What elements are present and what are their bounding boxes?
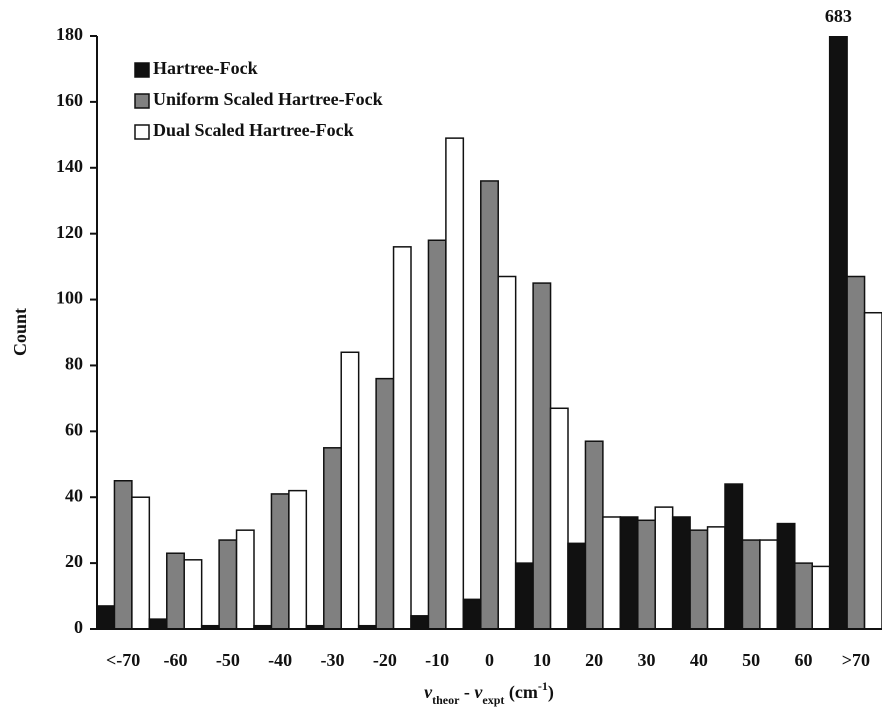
bar — [323, 447, 342, 629]
bar — [410, 615, 430, 629]
bar — [811, 565, 831, 629]
legend-label: Dual Scaled Hartree-Fock — [153, 120, 354, 140]
bar — [340, 351, 360, 629]
legend-swatch — [134, 124, 150, 140]
x-axis-label-part: theor — [432, 693, 460, 707]
y-tick-label: 60 — [65, 419, 83, 439]
bar — [392, 246, 412, 629]
bar — [148, 618, 168, 629]
x-tick-label: >70 — [842, 650, 870, 670]
bar — [846, 275, 866, 629]
bar — [776, 522, 796, 629]
x-tick-label: 30 — [638, 650, 656, 670]
y-tick-label: 100 — [56, 288, 83, 308]
bar — [637, 519, 656, 629]
bar — [863, 311, 882, 629]
y-axis-label: Count — [10, 308, 30, 356]
x-tick-label: -20 — [373, 650, 397, 670]
x-tick-label: -30 — [321, 650, 345, 670]
bar — [375, 377, 395, 629]
bar — [445, 137, 465, 629]
bar — [427, 239, 447, 629]
bar — [724, 483, 744, 629]
bar — [671, 516, 691, 629]
y-tick-label: 40 — [65, 485, 83, 505]
bar — [218, 539, 238, 629]
bar — [97, 605, 116, 629]
x-tick-label: -10 — [425, 650, 449, 670]
x-tick-label: 10 — [533, 650, 551, 670]
bar — [462, 598, 482, 629]
x-axis-label-part: - — [459, 682, 474, 702]
bar — [602, 516, 622, 629]
x-tick-label: 50 — [742, 650, 760, 670]
bar — [183, 559, 203, 629]
bar — [619, 516, 639, 629]
bar — [113, 480, 133, 629]
x-tick-label: 40 — [690, 650, 708, 670]
bar — [741, 539, 761, 629]
x-axis-label-part: ν — [474, 682, 483, 702]
bar — [706, 526, 726, 629]
bar — [514, 562, 534, 629]
legend-label: Hartree-Fock — [153, 58, 258, 78]
y-tick-label: 0 — [74, 617, 83, 637]
x-axis-label-part: ) — [548, 682, 554, 703]
legend-label: Uniform Scaled Hartree-Fock — [153, 89, 383, 109]
bar — [235, 529, 255, 629]
bar — [828, 36, 848, 629]
y-tick-label: 20 — [65, 551, 83, 571]
x-tick-label: 60 — [795, 650, 813, 670]
bar — [270, 493, 290, 629]
bar — [288, 489, 308, 629]
x-axis-label: νtheor - νexpt (cm-1) — [424, 679, 554, 707]
bar — [131, 496, 151, 629]
bar — [532, 282, 552, 629]
bar — [759, 539, 779, 629]
x-axis-label-part: expt — [482, 693, 504, 707]
bar — [567, 542, 587, 629]
y-tick-label: 180 — [56, 24, 83, 44]
bar — [166, 552, 185, 629]
bar — [689, 529, 709, 629]
bar — [794, 562, 813, 629]
bar — [654, 506, 674, 629]
x-axis-label-part: (cm — [504, 682, 537, 703]
x-axis-label-part: -1 — [538, 679, 548, 693]
legend-swatch — [134, 93, 150, 109]
x-axis-label-part: ν — [424, 682, 433, 702]
x-tick-label: 20 — [585, 650, 603, 670]
bar — [497, 275, 517, 629]
y-tick-label: 80 — [65, 354, 83, 374]
bar — [480, 180, 499, 629]
bar — [584, 440, 604, 629]
bar — [549, 407, 569, 629]
y-tick-label: 140 — [56, 156, 83, 176]
x-tick-label: -40 — [268, 650, 292, 670]
x-tick-label: 0 — [485, 650, 494, 670]
x-tick-label: -60 — [164, 650, 188, 670]
value-label: 683 — [825, 6, 852, 26]
y-tick-label: 120 — [56, 222, 83, 242]
x-tick-label: <-70 — [106, 650, 140, 670]
y-tick-label: 160 — [56, 90, 83, 110]
x-tick-label: -50 — [216, 650, 240, 670]
legend-swatch — [134, 62, 150, 78]
